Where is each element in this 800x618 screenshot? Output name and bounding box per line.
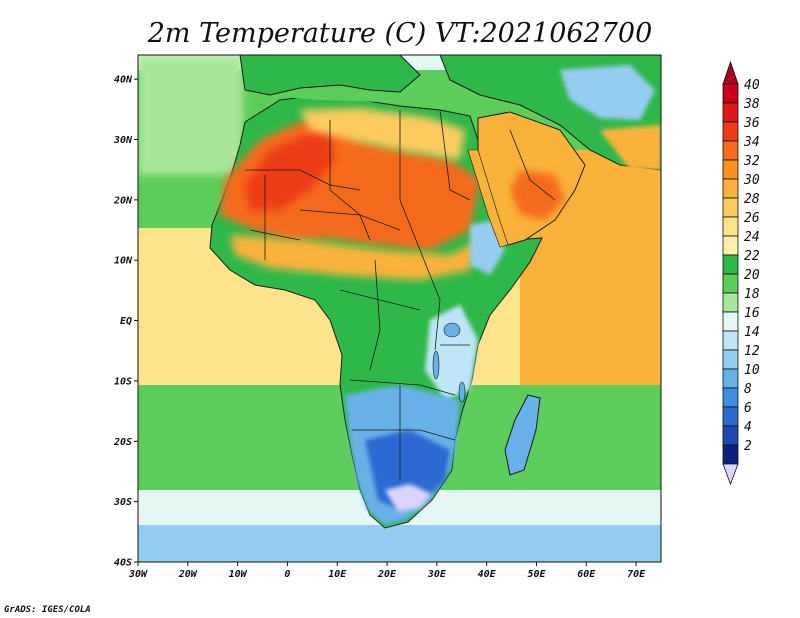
lat-tick-label: 10N <box>114 256 133 267</box>
colorbar-label: 40 <box>744 78 760 93</box>
asia-warm-region <box>600 125 661 170</box>
colorbar-label: 20 <box>744 268 760 283</box>
colorbar-label: 8 <box>744 382 752 397</box>
ocean-south-cold-band <box>138 525 661 562</box>
lat-tick-label: 30N <box>113 135 133 146</box>
lakes <box>432 322 466 403</box>
lat-tick-label: 40S <box>114 558 132 569</box>
colorbar-swatch <box>722 197 739 218</box>
lon-tick-label: 40E <box>478 569 497 580</box>
colorbar-swatch <box>722 102 739 123</box>
colorbar-label: 38 <box>743 97 760 112</box>
lat-tick-label: EQ <box>120 316 132 327</box>
colorbar-label: 12 <box>744 344 760 359</box>
lon-tick-label: 30E <box>427 569 447 580</box>
land-field <box>209 55 661 529</box>
colorbar-label: 10 <box>744 363 760 378</box>
mediterranean-sea <box>270 90 460 110</box>
colorbar-swatch <box>722 425 739 446</box>
lon-tick-label: 50E <box>527 569 546 580</box>
colorbar-swatch <box>722 140 739 161</box>
colorbar-label: 16 <box>744 306 760 321</box>
colorbar-swatch <box>722 292 739 313</box>
lake-malawi <box>458 381 466 403</box>
southern-africa-coldest <box>385 484 432 512</box>
lake-tanganyika <box>432 350 440 380</box>
colorbar-swatch <box>722 406 739 427</box>
colorbar-swatch <box>722 387 739 408</box>
colorbar-label: 6 <box>744 401 752 416</box>
lat-tick-label: 30S <box>113 497 132 508</box>
colorbar: 40 38 36 34 32 30 28 26 24 22 20 18 16 14 12 10 8 6 4 2 <box>722 60 760 486</box>
country-borders <box>245 109 556 480</box>
lon-tick-label: 10E <box>328 569 347 580</box>
colorbar-swatch <box>722 368 739 389</box>
lat-tick-label: 20S <box>113 437 132 448</box>
madagascar <box>504 394 541 476</box>
credit-text: GrADS: IGES/COLA <box>4 605 91 615</box>
europe-landmass <box>239 55 421 96</box>
colorbar-label: 22 <box>744 249 760 264</box>
colorbar-label: 36 <box>743 116 760 131</box>
lat-tick-label: 40N <box>114 75 133 86</box>
colorbar-swatch <box>722 311 739 332</box>
colorbar-swatch <box>722 349 739 370</box>
red-sea <box>467 149 509 248</box>
map-panel <box>138 55 661 562</box>
lon-tick-label: 0 <box>284 569 290 580</box>
colorbar-label: 18 <box>744 287 760 302</box>
colorbar-swatch <box>722 159 739 180</box>
colorbar-label: 30 <box>743 173 760 188</box>
lon-tick-label: 10W <box>229 569 248 580</box>
lon-tick-label: 70E <box>627 569 646 580</box>
colorbar-label: 32 <box>743 154 760 169</box>
sahel-warm-band <box>230 235 480 280</box>
lon-tick-label: 20E <box>377 569 397 580</box>
colorbar-swatch <box>722 330 739 351</box>
arabia-hot-core <box>510 170 565 220</box>
colorbar-bottom-arrow <box>722 463 739 486</box>
lake-victoria <box>443 322 461 338</box>
colorbar-label: 28 <box>744 192 760 207</box>
colorbar-label: 4 <box>744 420 752 435</box>
latitude-axis: 40N 30N 20N 10N EQ 10S 20S 30S 40S <box>113 75 138 569</box>
lon-tick-label: 20W <box>178 569 198 580</box>
colorbar-swatch <box>722 83 739 104</box>
longitude-axis: 30W 20W 10W 0 10E 20E 30E 40E 50E 60E 70E <box>128 562 646 580</box>
colorbar-swatch <box>722 444 739 465</box>
map-title: 2m Temperature (C) VT:2021062700 <box>147 18 653 49</box>
lon-tick-label: 30W <box>128 569 148 580</box>
colorbar-swatch <box>722 121 739 142</box>
colorbar-label: 26 <box>744 211 760 226</box>
colorbar-label: 34 <box>743 135 760 150</box>
ocean-atlantic-cool <box>138 55 243 175</box>
colorbar-swatch <box>722 254 739 275</box>
colorbar-label: 24 <box>744 230 760 245</box>
colorbar-label: 2 <box>744 439 752 454</box>
colorbar-swatch <box>722 235 739 256</box>
lon-tick-label: 60E <box>577 569 596 580</box>
lat-tick-label: 10S <box>114 376 132 387</box>
colorbar-label: 14 <box>744 325 760 340</box>
colorbar-swatch <box>722 178 739 199</box>
north-africa-mild <box>300 108 465 160</box>
map-frame <box>137 54 662 563</box>
lat-tick-label: 20N <box>113 195 133 206</box>
colorbar-swatch <box>722 273 739 294</box>
colorbar-swatch <box>722 216 739 237</box>
iran-highlands-cool <box>560 65 655 120</box>
colorbar-top-arrow <box>722 60 739 85</box>
